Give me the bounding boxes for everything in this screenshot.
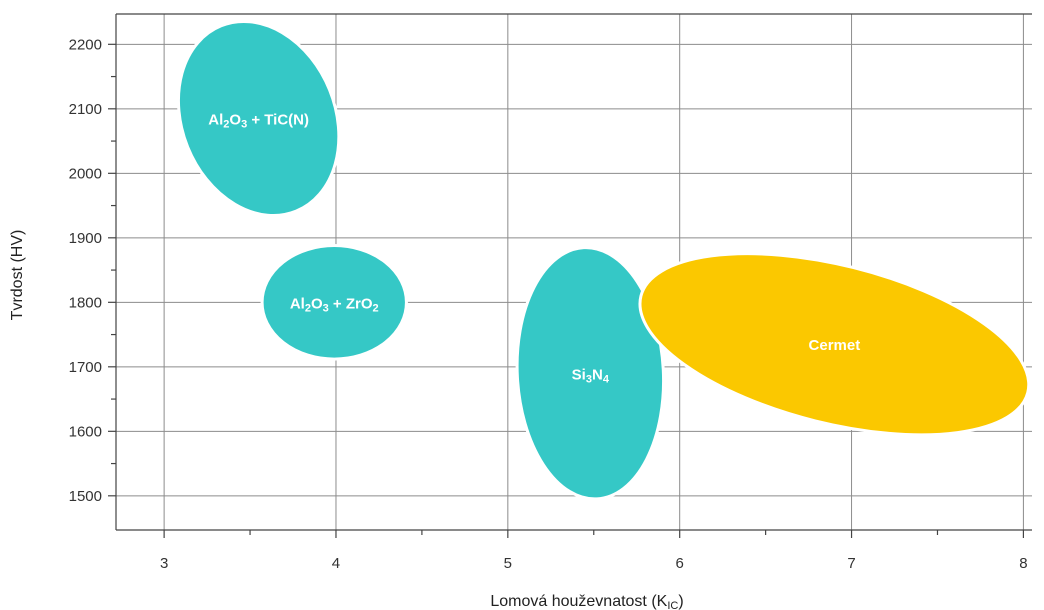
x-tick-label: 6	[676, 555, 684, 572]
y-tick-label: 1600	[69, 423, 102, 440]
y-tick-label: 2000	[69, 165, 102, 182]
material-regions	[176, 19, 1031, 501]
region-label-si3n4: Si3N4	[572, 366, 610, 385]
y-tick-label: 1500	[69, 488, 102, 505]
region-al2o3-zro2	[260, 244, 408, 361]
region-label-cermet: Cermet	[809, 337, 861, 354]
axes	[108, 13, 1032, 538]
x-tick-label: 8	[1019, 555, 1027, 572]
region-labels: Al2O3 + TiC(N) Al2O3 + ZrO2 Si3N4 Cermet	[208, 111, 860, 385]
y-axis-title: Tvrdost (HV)	[9, 230, 26, 321]
region-label-al2o3-zro2: Al2O3 + ZrO2	[290, 295, 379, 314]
x-tick-label: 3	[160, 555, 168, 572]
x-tick-label: 5	[504, 555, 512, 572]
region-si3n4	[515, 246, 666, 501]
y-tick-label: 2200	[69, 36, 102, 53]
region-cermet	[638, 252, 1031, 437]
y-tick-label: 1800	[69, 294, 102, 311]
tick-labels: 1500 1600 1700 1800 1900 2000 2100 2200 3 4 5 6 7 8	[69, 36, 1028, 572]
x-axis-title: Lomová houževnatost (KIC)	[490, 593, 683, 610]
y-tick-label: 1700	[69, 359, 102, 376]
x-tick-label: 7	[847, 555, 855, 572]
y-tick-label: 1900	[69, 230, 102, 247]
y-tick-label: 2100	[69, 101, 102, 118]
x-tick-label: 4	[332, 555, 340, 572]
region-al2o3-tic	[176, 19, 341, 218]
region-label-al2o3-tic: Al2O3 + TiC(N)	[208, 111, 309, 130]
